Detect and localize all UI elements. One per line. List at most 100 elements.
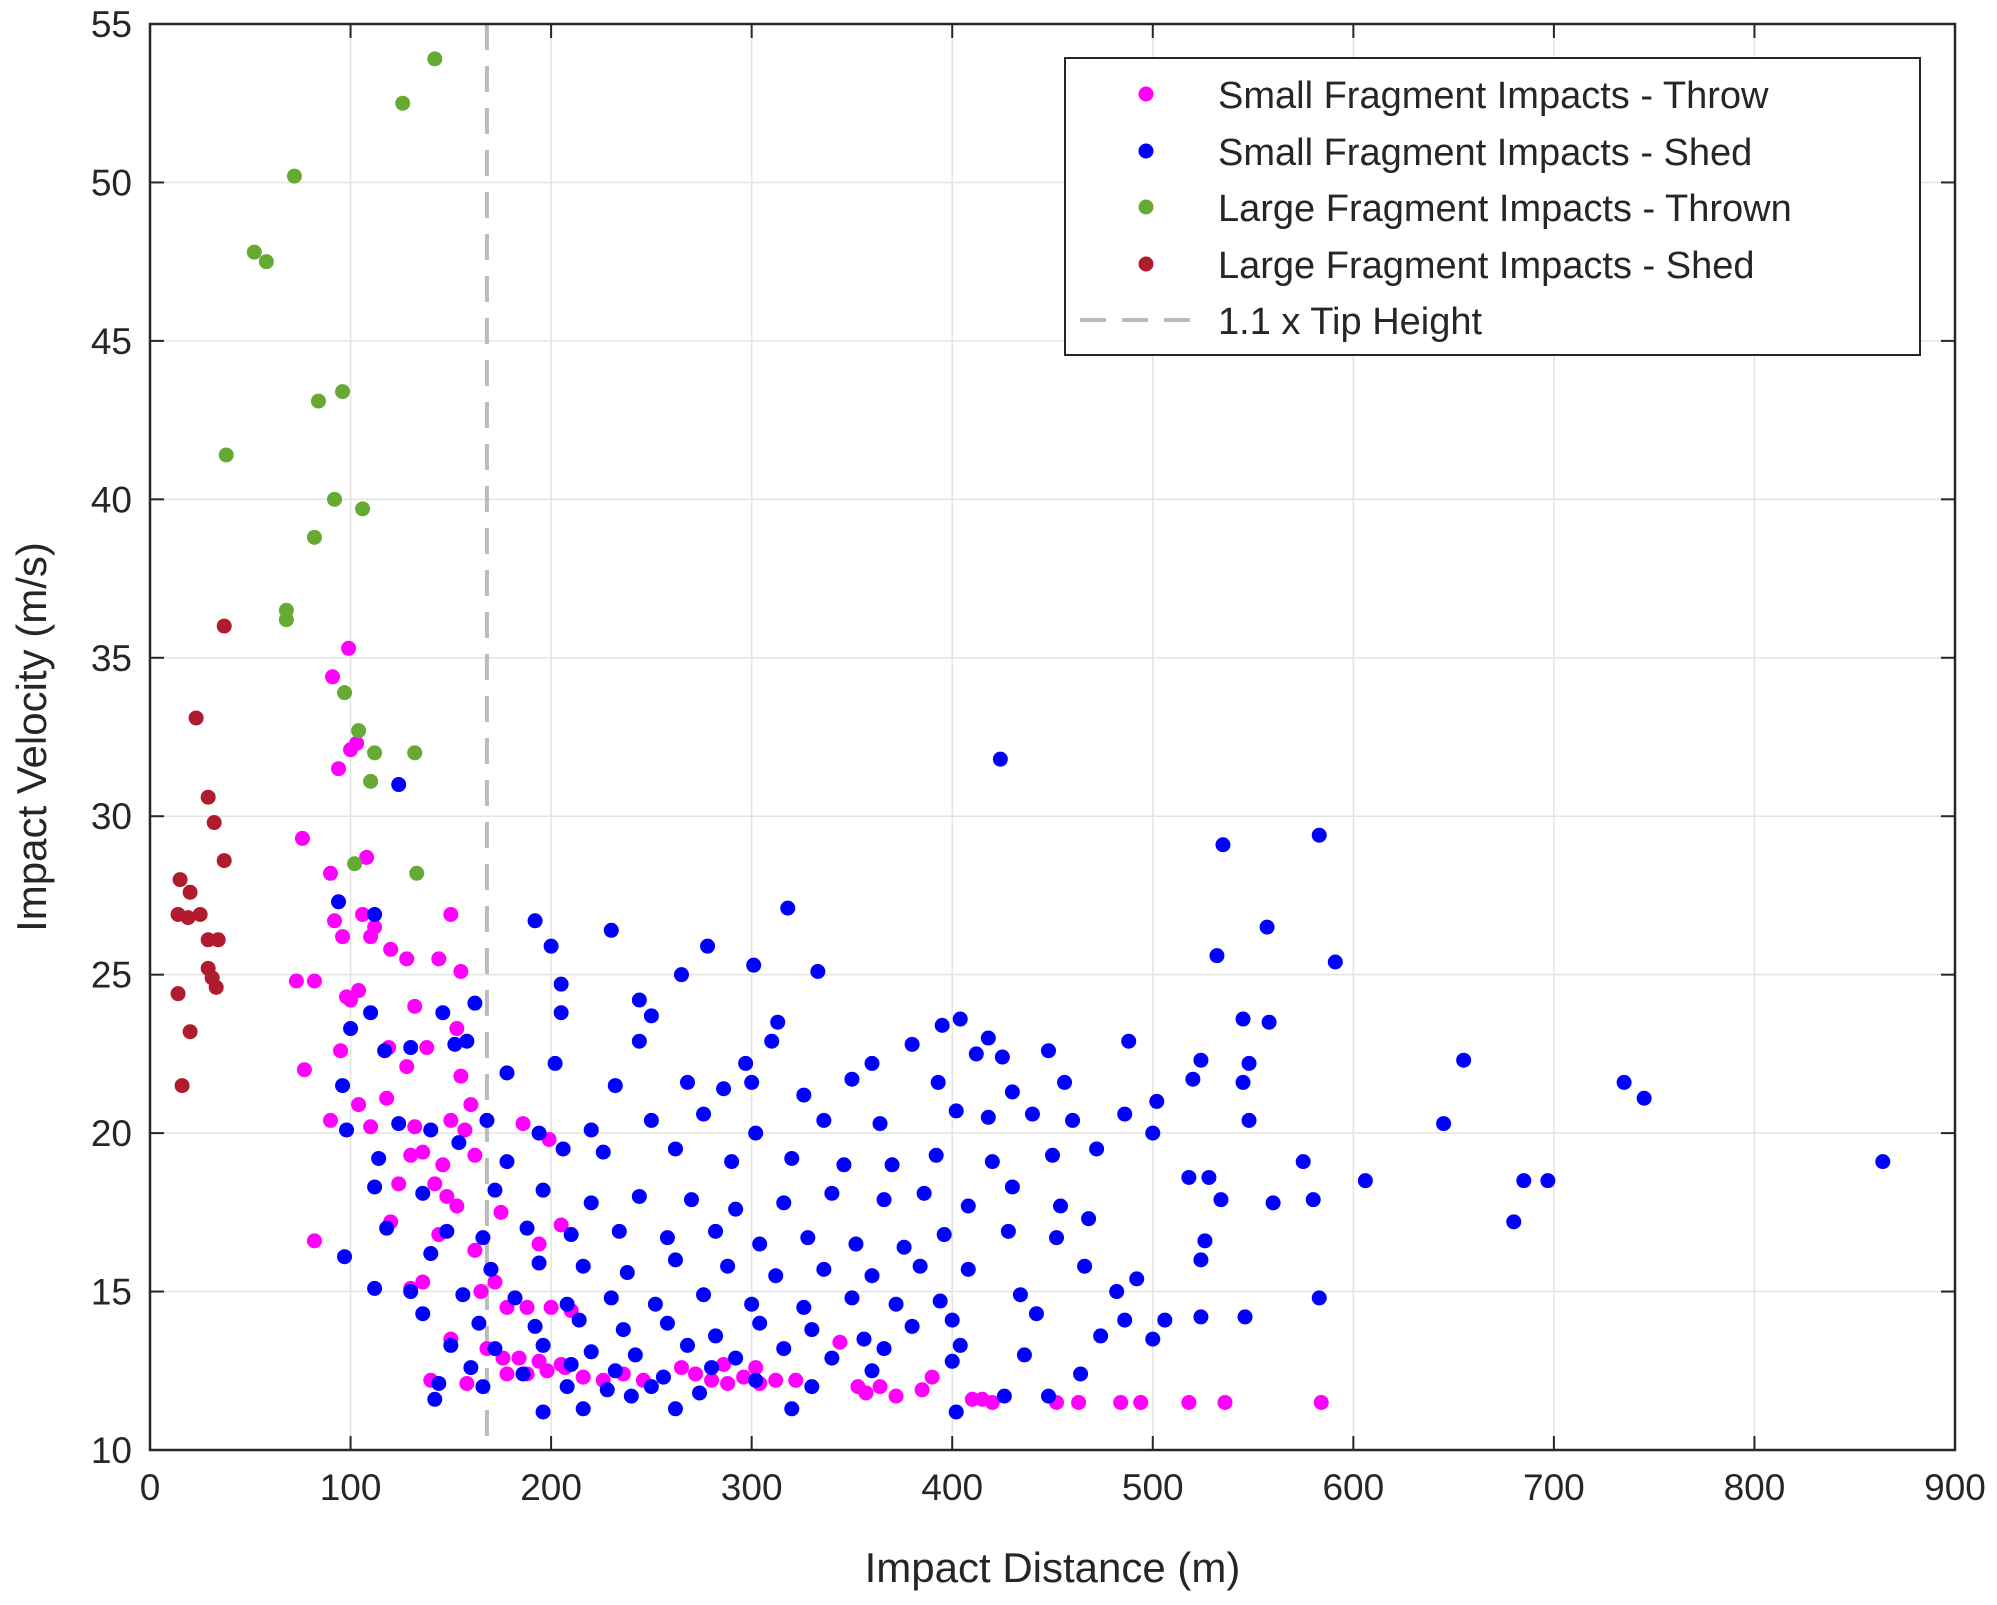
data-point: [535, 1404, 551, 1420]
x-tick-label: 0: [140, 1467, 161, 1508]
data-point: [1012, 1287, 1028, 1303]
data-point: [1506, 1214, 1522, 1230]
data-point: [1129, 1271, 1145, 1287]
data-point: [748, 1372, 764, 1388]
data-point: [643, 1112, 659, 1128]
data-point: [1040, 1388, 1056, 1404]
data-point: [1071, 1394, 1087, 1410]
data-point: [980, 1030, 996, 1046]
data-point: [876, 1341, 892, 1357]
data-point: [479, 1112, 495, 1128]
data-point: [994, 1049, 1010, 1065]
data-point: [728, 1350, 744, 1366]
data-point: [631, 1033, 647, 1049]
data-point: [331, 761, 347, 777]
data-point: [1117, 1312, 1133, 1328]
y-tick-label: 50: [91, 162, 132, 203]
data-point: [347, 856, 363, 872]
legend-marker: [1138, 86, 1154, 102]
data-point: [724, 1154, 740, 1170]
data-point: [1261, 1014, 1277, 1030]
data-point: [1516, 1173, 1532, 1189]
data-point: [355, 501, 371, 517]
data-point: [844, 1071, 860, 1087]
data-point: [575, 1401, 591, 1417]
data-point: [1311, 827, 1327, 843]
data-point: [296, 1062, 312, 1078]
data-point: [351, 1097, 367, 1113]
data-point: [936, 1227, 952, 1243]
data-point: [435, 1157, 451, 1173]
data-point: [335, 1078, 351, 1094]
data-point: [804, 1322, 820, 1338]
y-tick-label: 20: [91, 1113, 132, 1154]
data-point: [1875, 1154, 1891, 1170]
data-point: [471, 1315, 487, 1331]
data-point: [367, 1280, 383, 1296]
legend-entry: 1.1 x Tip Height: [1218, 301, 1482, 343]
data-point: [848, 1236, 864, 1252]
data-point: [696, 1106, 712, 1122]
data-point: [455, 1287, 471, 1303]
y-tick-label: 40: [91, 479, 132, 520]
data-point: [583, 1122, 599, 1138]
data-point: [1077, 1258, 1093, 1274]
data-point: [796, 1087, 812, 1103]
axis-ticks: 0 100 200 300 400 500 600 700 800 900 10 15 20 25 30 35…: [91, 4, 1986, 1508]
data-point: [884, 1157, 900, 1173]
data-point: [543, 1299, 559, 1315]
data-point: [543, 938, 559, 954]
data-point: [1145, 1125, 1161, 1141]
data-point: [463, 1360, 479, 1376]
data-point: [888, 1296, 904, 1312]
data-point: [463, 1097, 479, 1113]
series-1: [331, 751, 1891, 1420]
data-point: [960, 1261, 976, 1277]
data-point: [415, 1306, 431, 1322]
x-tick-label: 100: [320, 1467, 382, 1508]
data-point: [306, 973, 322, 989]
data-point: [673, 967, 689, 983]
data-point: [864, 1363, 880, 1379]
data-point: [443, 906, 459, 922]
data-point: [409, 865, 425, 881]
data-point: [391, 1116, 407, 1132]
data-point: [473, 1284, 489, 1300]
data-point: [427, 51, 443, 67]
data-point: [1209, 948, 1225, 964]
data-point: [770, 1014, 786, 1030]
data-point: [531, 1255, 547, 1271]
data-point: [673, 1360, 689, 1376]
legend-box: [1064, 57, 1921, 356]
data-point: [952, 1337, 968, 1353]
data-point: [1004, 1084, 1020, 1100]
data-point: [704, 1360, 720, 1376]
data-point: [210, 932, 226, 948]
data-point: [333, 1043, 349, 1059]
data-point: [708, 1223, 724, 1239]
data-point: [611, 1223, 627, 1239]
data-point: [968, 1046, 984, 1062]
data-point: [948, 1103, 964, 1119]
data-point: [858, 1385, 874, 1401]
data-point: [603, 922, 619, 938]
data-point: [1436, 1116, 1452, 1132]
data-point: [331, 894, 347, 910]
data-point: [519, 1299, 535, 1315]
data-point: [449, 1198, 465, 1214]
data-point: [511, 1350, 527, 1366]
data-point: [708, 1328, 724, 1344]
data-point: [872, 1116, 888, 1132]
data-point: [172, 872, 188, 888]
data-point: [1145, 1331, 1161, 1347]
x-tick-label: 900: [1924, 1467, 1986, 1508]
data-point: [453, 963, 469, 979]
series-0: [288, 640, 1329, 1410]
data-point: [780, 900, 796, 916]
data-point: [1000, 1223, 1016, 1239]
data-point: [1235, 1074, 1251, 1090]
data-point: [415, 1274, 431, 1290]
data-point: [467, 995, 483, 1011]
data-point: [535, 1337, 551, 1353]
data-point: [507, 1290, 523, 1306]
